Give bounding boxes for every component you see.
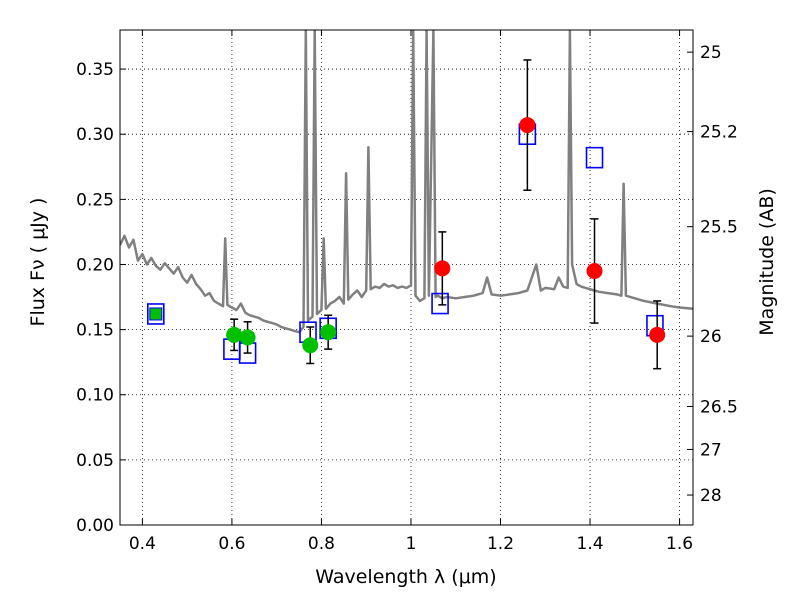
y-tick-label: 0.35 (76, 60, 114, 80)
x-tick-label: 1.2 (487, 534, 514, 554)
y-tick-label: 0.15 (76, 321, 114, 341)
model-box-marker (147, 303, 165, 325)
right-tick-label: 25 (700, 43, 722, 63)
model-box-marker (585, 146, 604, 169)
right-tick-label: 25.2 (700, 123, 738, 143)
ticks: 0.4 0.6 0.8 1 1.2 1.4 1.6 0.00 0.05 0.10 0.15 0.20 0… (76, 30, 738, 554)
y-tick-label: 0.25 (76, 190, 114, 210)
x-tick-label: 0.8 (308, 534, 335, 554)
red-point-marker (434, 260, 451, 277)
model-spectrum-line (120, 30, 693, 334)
x-tick-label: 1 (406, 534, 417, 554)
red-point-marker (519, 117, 536, 134)
red-point-marker (649, 326, 666, 343)
x-tick-label: 0.4 (129, 534, 156, 554)
green-small-marker (149, 307, 163, 321)
right-tick-label: 25.5 (700, 218, 738, 238)
x-tick-label: 0.6 (218, 534, 245, 554)
x-axis-label: Wavelength λ (μm) (315, 566, 496, 588)
model-box-marker (431, 292, 449, 315)
right-tick-label: 28 (700, 486, 722, 506)
y-tick-label: 0.10 (76, 386, 114, 406)
green-point-marker (320, 324, 337, 341)
x-tick-label: 1.4 (577, 534, 604, 554)
green-point-marker (302, 337, 319, 354)
green-point-marker (239, 329, 256, 346)
x-tick-label: 1.6 (666, 534, 693, 554)
y-tick-label: 0.05 (76, 451, 114, 471)
right-tick-label: 26.5 (700, 397, 738, 417)
red-point-marker (586, 262, 603, 279)
green-point-marker (226, 326, 243, 343)
right-tick-label: 26 (700, 327, 722, 347)
y-tick-label: 0.30 (76, 125, 114, 145)
plot-area (120, 30, 693, 370)
plot-frame (119, 29, 694, 526)
grid (120, 30, 693, 526)
y-tick-label: 0.00 (76, 516, 114, 536)
y-tick-label: 0.20 (76, 255, 114, 275)
right-tick-label: 27 (700, 440, 722, 460)
y-axis-label: Flux Fν ( μJy ) (27, 198, 49, 327)
right-axis-label: Magnitude (AB) (756, 188, 778, 336)
